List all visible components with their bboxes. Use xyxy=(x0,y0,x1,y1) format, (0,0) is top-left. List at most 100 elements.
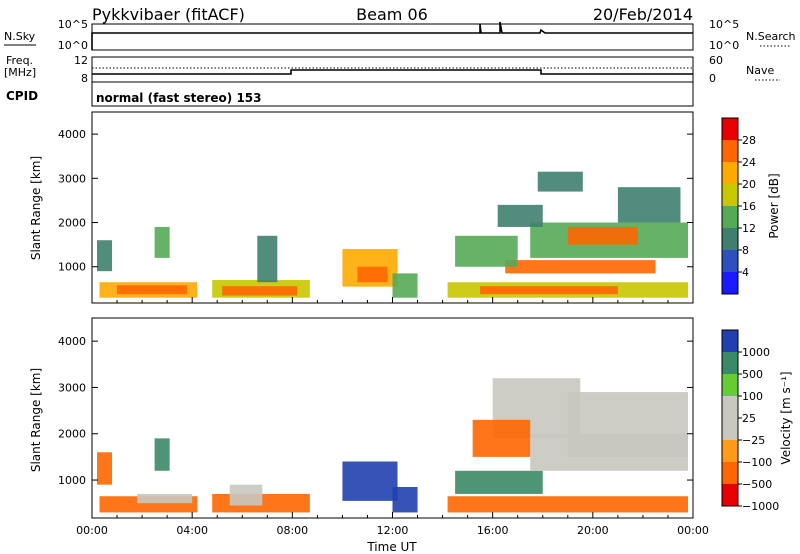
xtick-label-1: 04:00 xyxy=(176,524,208,537)
nave-label: Nave xyxy=(746,64,774,77)
power-echo-region-18 xyxy=(97,240,113,272)
power-echo-region-16 xyxy=(617,187,681,223)
power-colorbar: 4 8 12 16 20 24 28 Power [dB] xyxy=(721,117,781,295)
xtick-label-6: 00:00 xyxy=(677,524,709,537)
date-label: 20/Feb/2014 xyxy=(593,5,693,24)
xtick-label-4: 16:00 xyxy=(477,524,509,537)
velocity-echo-region-6 xyxy=(447,496,688,513)
velocity-colorbar-cell-4 xyxy=(722,396,738,418)
freq-tick-bottom: 8 xyxy=(81,72,88,85)
power-echo-region-10 xyxy=(505,260,656,274)
velocity-data-layer xyxy=(97,378,688,513)
power-echo-region-3 xyxy=(222,286,298,296)
nsky-panel: N.Sky 10^5 10^0 10^5 10^0 N.Search xyxy=(4,18,796,52)
freq-panel: Freq. [MHz] 12 8 60 0 Nave xyxy=(4,54,780,85)
velocity-echo-region-5 xyxy=(392,486,418,513)
power-colorbar-cell-6 xyxy=(722,140,738,162)
velocity-y-axis: 1000 2000 3000 4000 xyxy=(58,335,693,487)
xtick-label-2: 08:00 xyxy=(276,524,308,537)
velocity-colorbar-tick-1: 500 xyxy=(742,368,763,381)
velocity-colorbar-cell-7 xyxy=(722,330,738,352)
beam-label: Beam 06 xyxy=(356,5,428,24)
nsky-label: N.Sky xyxy=(4,30,36,43)
power-ytick-label-1: 2000 xyxy=(58,217,86,230)
freq-tick-top: 12 xyxy=(74,54,88,67)
nsky-tick-bottom: 10^0 xyxy=(58,39,88,52)
power-colorbar-tick-1: 8 xyxy=(742,244,749,257)
cpid-text: normal (fast stereo) 153 xyxy=(96,91,262,105)
power-echo-region-7 xyxy=(392,273,418,298)
power-colorbar-cell-5 xyxy=(722,162,738,184)
velocity-colorbar-tick-6: −500 xyxy=(742,478,772,491)
power-colorbar-label: Power [dB] xyxy=(767,173,781,238)
power-colorbar-cell-4 xyxy=(722,184,738,206)
velocity-ytick-label-1: 2000 xyxy=(58,428,86,441)
power-colorbar-tick-4: 20 xyxy=(742,178,756,191)
nsearch-tick-top: 10^5 xyxy=(709,18,739,31)
freq-label: Freq. xyxy=(6,54,33,67)
xtick-label-0: 00:00 xyxy=(76,524,108,537)
power-echo-region-12 xyxy=(567,226,638,245)
velocity-colorbar-tick-7: −1000 xyxy=(742,500,779,513)
power-data-layer xyxy=(97,171,688,298)
velocity-colorbar-cell-3 xyxy=(722,418,738,440)
power-colorbar-tick-6: 28 xyxy=(742,134,756,147)
velocity-panel: 1000 2000 3000 4000 00:00 04:00 08:00 12:00 16:… xyxy=(29,317,709,554)
power-ylabel: Slant Range [km] xyxy=(29,156,43,260)
power-colorbar-cell-7 xyxy=(722,118,738,140)
cpid-label: CPID xyxy=(6,89,38,103)
velocity-colorbar-tick-5: −100 xyxy=(742,456,772,469)
power-ytick-label-2: 3000 xyxy=(58,172,86,185)
velocity-colorbar: 1000 500 100 25 −25 −100 −500 −1000 Velocity [m… xyxy=(721,329,793,513)
velocity-colorbar-cell-2 xyxy=(722,440,738,462)
power-echo-region-1 xyxy=(117,285,188,295)
xtick-label-5: 20:00 xyxy=(577,524,609,537)
power-colorbar-tick-5: 24 xyxy=(742,156,756,169)
nsky-trace xyxy=(91,21,693,50)
nsearch-label: N.Search xyxy=(746,30,796,43)
velocity-echo-region-12 xyxy=(154,438,170,471)
cpid-panel xyxy=(91,81,694,107)
nsky-tick-top: 10^5 xyxy=(58,18,88,31)
velocity-echo-region-7 xyxy=(455,470,543,494)
velocity-echo-region-3 xyxy=(229,484,263,506)
velocity-colorbar-tick-2: 100 xyxy=(742,390,763,403)
power-colorbar-cell-3 xyxy=(722,206,738,228)
velocity-echo-region-13 xyxy=(97,452,113,485)
power-x-ticks xyxy=(91,297,694,303)
velocity-colorbar-cell-6 xyxy=(722,352,738,374)
power-colorbar-cell-2 xyxy=(722,228,738,250)
velocity-ytick-label-2: 3000 xyxy=(58,381,86,394)
velocity-ytick-label-3: 4000 xyxy=(58,335,86,348)
power-echo-region-4 xyxy=(257,235,278,283)
power-echo-region-6 xyxy=(357,266,388,283)
velocity-colorbar-tick-4: −25 xyxy=(742,434,765,447)
power-echo-region-14 xyxy=(537,171,583,192)
velocity-ylabel: Slant Range [km] xyxy=(29,368,43,472)
velocity-x-axis: 00:00 04:00 08:00 12:00 16:00 20:00 00:00 xyxy=(76,512,709,537)
power-colorbar-tick-2: 12 xyxy=(742,222,756,235)
power-ytick-label-0: 1000 xyxy=(58,261,86,274)
power-colorbar-cell-1 xyxy=(722,250,738,272)
station-title: Pykkvibaer (fitACF) xyxy=(92,5,245,24)
velocity-colorbar-tick-0: 1000 xyxy=(742,346,770,359)
velocity-colorbar-label: Velocity [m s⁻¹] xyxy=(779,371,793,464)
velocity-colorbar-cell-0 xyxy=(722,484,738,506)
velocity-echo-region-1 xyxy=(137,493,193,504)
power-y-axis: 1000 2000 3000 4000 xyxy=(58,128,693,274)
power-colorbar-tick-3: 16 xyxy=(742,200,756,213)
power-panel: 1000 2000 3000 4000 Slant Range [km] xyxy=(29,111,694,304)
power-echo-region-17 xyxy=(154,226,170,258)
nsearch-tick-bottom: 10^0 xyxy=(709,39,739,52)
nave-tick-top: 60 xyxy=(709,54,723,67)
velocity-colorbar-cell-1 xyxy=(722,462,738,484)
velocity-echo-region-4 xyxy=(342,461,398,501)
power-ytick-label-3: 4000 xyxy=(58,128,86,141)
velocity-colorbar-tick-3: 25 xyxy=(742,412,756,425)
freq-unit-label: [MHz] xyxy=(4,66,36,79)
velocity-echo-region-9 xyxy=(567,392,688,457)
power-echo-region-13 xyxy=(455,235,518,267)
power-echo-region-15 xyxy=(497,204,543,227)
power-colorbar-tick-0: 4 xyxy=(742,266,749,279)
